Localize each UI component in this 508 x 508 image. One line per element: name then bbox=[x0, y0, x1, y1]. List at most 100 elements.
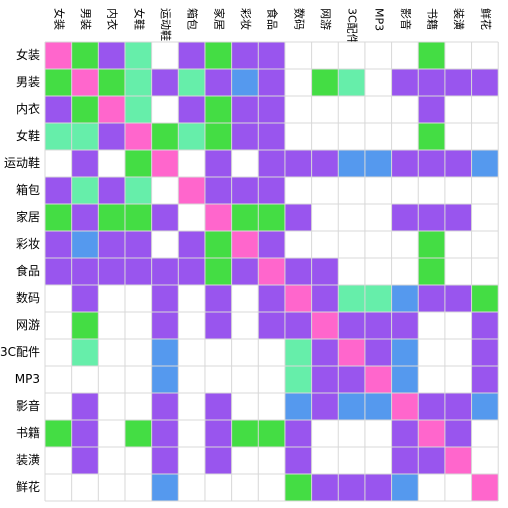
cell-1-0 bbox=[45, 69, 72, 96]
row-label: 鲜花 bbox=[16, 479, 40, 494]
cell-10-1 bbox=[71, 312, 99, 339]
cell-5-6 bbox=[204, 177, 232, 204]
cell-11-10 bbox=[311, 339, 339, 366]
cell-15-10 bbox=[311, 447, 339, 474]
cell-4-14 bbox=[418, 150, 445, 177]
cell-9-2 bbox=[98, 285, 125, 312]
cell-1-10 bbox=[311, 69, 339, 96]
cell-0-1 bbox=[71, 42, 99, 69]
row-label: 箱包 bbox=[16, 182, 40, 197]
cell-12-5 bbox=[178, 366, 205, 393]
row-label: MP3 bbox=[15, 372, 40, 386]
cell-8-2 bbox=[98, 258, 125, 285]
cell-0-8 bbox=[258, 42, 285, 69]
cell-13-0 bbox=[45, 393, 72, 420]
cell-16-14 bbox=[418, 474, 445, 501]
cell-9-0 bbox=[45, 285, 72, 312]
row-label: 影音 bbox=[16, 398, 40, 413]
cell-13-6 bbox=[204, 393, 232, 420]
cell-12-6 bbox=[204, 366, 232, 393]
cell-14-6 bbox=[204, 420, 232, 447]
cell-2-14 bbox=[418, 96, 445, 123]
cell-8-7 bbox=[231, 258, 259, 285]
row-label: 装潢 bbox=[16, 453, 40, 467]
cell-6-9 bbox=[284, 204, 312, 231]
cell-9-7 bbox=[231, 285, 259, 312]
cell-14-15 bbox=[444, 420, 472, 447]
cell-0-6 bbox=[204, 42, 232, 69]
cell-10-12 bbox=[364, 312, 392, 339]
cell-10-6 bbox=[204, 312, 232, 339]
cell-11-12 bbox=[364, 339, 392, 366]
column-label: 鲜花 bbox=[479, 8, 493, 30]
cell-2-6 bbox=[204, 96, 232, 123]
cell-6-2 bbox=[98, 204, 125, 231]
cell-16-1 bbox=[71, 474, 99, 501]
cell-2-12 bbox=[364, 96, 392, 123]
cell-16-5 bbox=[178, 474, 205, 501]
cell-12-7 bbox=[231, 366, 259, 393]
cell-1-4 bbox=[151, 69, 179, 96]
cell-6-6 bbox=[204, 204, 232, 231]
cell-6-16 bbox=[471, 204, 499, 231]
cell-10-9 bbox=[284, 312, 312, 339]
cell-0-0 bbox=[45, 42, 72, 69]
cell-10-2 bbox=[98, 312, 125, 339]
cell-13-3 bbox=[124, 393, 152, 420]
cell-3-16 bbox=[471, 123, 499, 150]
row-label: 数码 bbox=[16, 290, 40, 305]
cell-1-2 bbox=[98, 69, 125, 96]
cell-8-1 bbox=[71, 258, 99, 285]
cell-9-6 bbox=[204, 285, 232, 312]
cell-5-8 bbox=[258, 177, 285, 204]
cell-1-1 bbox=[71, 69, 99, 96]
row-label: 运动鞋 bbox=[4, 155, 40, 170]
cell-16-10 bbox=[311, 474, 339, 501]
cell-9-14 bbox=[418, 285, 445, 312]
cell-3-15 bbox=[444, 123, 472, 150]
cell-2-2 bbox=[98, 96, 125, 123]
cell-5-10 bbox=[311, 177, 339, 204]
column-label: 书籍 bbox=[426, 8, 440, 30]
cell-4-4 bbox=[151, 150, 179, 177]
cell-0-4 bbox=[151, 42, 179, 69]
cell-12-1 bbox=[71, 366, 99, 393]
heatmap-cells bbox=[45, 42, 499, 501]
cell-6-12 bbox=[364, 204, 392, 231]
cell-7-15 bbox=[444, 231, 472, 258]
cell-14-12 bbox=[364, 420, 392, 447]
cell-3-0 bbox=[45, 123, 72, 150]
cell-10-4 bbox=[151, 312, 179, 339]
cell-13-5 bbox=[178, 393, 205, 420]
cell-16-13 bbox=[391, 474, 419, 501]
cell-8-11 bbox=[338, 258, 365, 285]
cell-0-7 bbox=[231, 42, 259, 69]
cell-9-16 bbox=[471, 285, 499, 312]
cell-6-0 bbox=[45, 204, 72, 231]
cell-7-2 bbox=[98, 231, 125, 258]
cell-13-8 bbox=[258, 393, 285, 420]
cell-15-16 bbox=[471, 447, 499, 474]
cell-5-2 bbox=[98, 177, 125, 204]
cell-4-13 bbox=[391, 150, 419, 177]
cell-10-3 bbox=[124, 312, 152, 339]
cell-11-0 bbox=[45, 339, 72, 366]
row-label: 男装 bbox=[16, 75, 40, 89]
cell-15-8 bbox=[258, 447, 285, 474]
cell-13-15 bbox=[444, 393, 472, 420]
cell-12-10 bbox=[311, 366, 339, 393]
cell-14-10 bbox=[311, 420, 339, 447]
cell-10-10 bbox=[311, 312, 339, 339]
cell-15-5 bbox=[178, 447, 205, 474]
cell-7-10 bbox=[311, 231, 339, 258]
cell-4-0 bbox=[45, 150, 72, 177]
cell-8-9 bbox=[284, 258, 312, 285]
cell-5-0 bbox=[45, 177, 72, 204]
cell-13-10 bbox=[311, 393, 339, 420]
cell-12-8 bbox=[258, 366, 285, 393]
cell-11-2 bbox=[98, 339, 125, 366]
cell-12-9 bbox=[284, 366, 312, 393]
cell-1-5 bbox=[178, 69, 205, 96]
cell-15-4 bbox=[151, 447, 179, 474]
